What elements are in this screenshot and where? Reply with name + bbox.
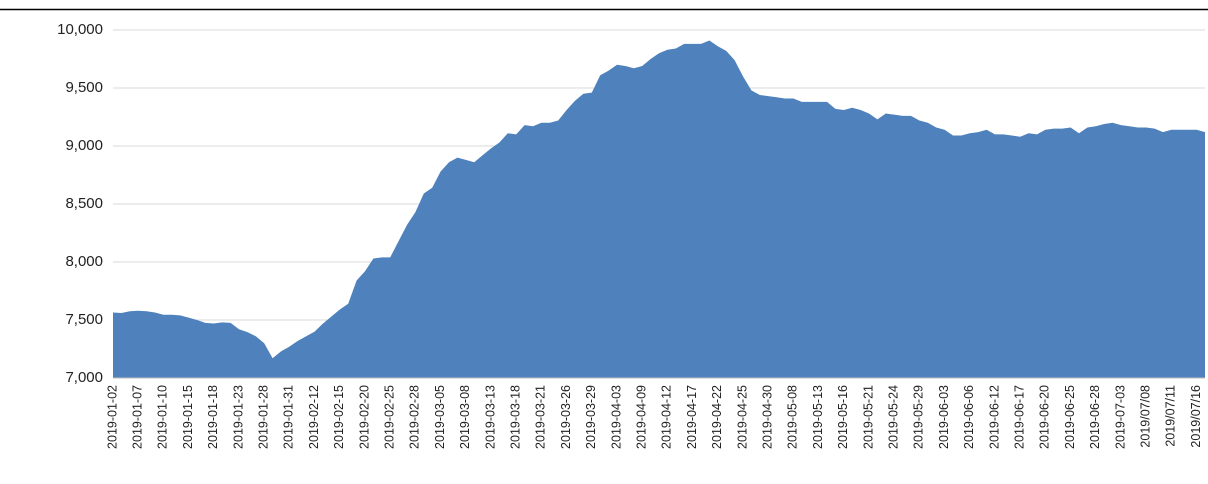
y-tick-label: 8,000 — [65, 253, 103, 270]
x-tick-label: 2019-04-03 — [609, 385, 623, 449]
x-tick-label: 2019-03-29 — [584, 385, 598, 449]
x-tick-label: 2019-06-17 — [1012, 385, 1026, 449]
x-tick-label: 2019-06-03 — [937, 385, 951, 449]
x-tick-label: 2019/07/11 — [1164, 385, 1178, 447]
x-tick-label: 2019-02-15 — [332, 385, 346, 449]
y-tick-label: 10,000 — [57, 21, 103, 38]
x-tick-label: 2019-01-02 — [105, 385, 119, 449]
x-tick-label: 2019-01-31 — [282, 385, 296, 449]
x-tick-label: 2019-04-09 — [634, 385, 648, 449]
x-tick-label: 2019-02-12 — [307, 385, 321, 449]
x-tick-label: 2019-03-05 — [433, 385, 447, 449]
x-tick-label: 2019-06-25 — [1063, 385, 1077, 449]
x-tick-label: 2019-05-13 — [811, 385, 825, 449]
x-tick-label: 2019-04-12 — [660, 385, 674, 449]
x-tick-label: 2019-05-21 — [861, 385, 875, 449]
x-tick-label: 2019/07/16 — [1189, 385, 1203, 448]
x-tick-label: 2019-04-22 — [710, 385, 724, 449]
x-tick-label: 2019-04-30 — [760, 385, 774, 449]
x-tick-label: 2019-05-29 — [912, 385, 926, 449]
x-tick-label: 2019-01-18 — [206, 385, 220, 449]
y-tick-label: 9,000 — [65, 137, 103, 154]
x-tick-label: 2019-01-07 — [130, 385, 144, 449]
y-tick-label: 7,000 — [65, 369, 103, 386]
x-tick-label: 2019-05-16 — [836, 385, 850, 449]
x-tick-label: 2019-01-23 — [231, 385, 245, 449]
x-tick-label: 2019-03-26 — [559, 385, 573, 449]
x-tick-label: 2019-03-08 — [458, 385, 472, 449]
x-tick-label: 2019-05-24 — [886, 385, 900, 449]
x-tick-label: 2019-04-17 — [685, 385, 699, 449]
x-tick-label: 2019-02-20 — [357, 385, 371, 449]
x-tick-label: 2019-07-03 — [1113, 385, 1127, 449]
x-tick-label: 2019-01-10 — [156, 385, 170, 449]
x-tick-label: 2019-02-28 — [408, 385, 422, 449]
x-tick-label: 2019-03-18 — [508, 385, 522, 449]
x-tick-label: 2019-01-15 — [181, 385, 195, 449]
x-tick-label: 2019-02-25 — [382, 385, 396, 449]
x-tick-label: 2019-06-12 — [987, 385, 1001, 449]
x-tick-label: 2019/07/08 — [1138, 385, 1152, 448]
x-tick-label: 2019-03-21 — [534, 385, 548, 449]
y-tick-label: 9,500 — [65, 79, 103, 96]
y-tick-label: 7,500 — [65, 311, 103, 328]
x-tick-label: 2019-06-28 — [1088, 385, 1102, 449]
x-tick-label: 2019-04-25 — [735, 385, 749, 449]
x-tick-label: 2019-06-20 — [1038, 385, 1052, 449]
x-tick-label: 2019-06-06 — [962, 385, 976, 449]
x-tick-label: 2019-05-08 — [786, 385, 800, 449]
x-tick-label: 2019-03-13 — [483, 385, 497, 449]
y-tick-label: 8,500 — [65, 195, 103, 212]
area — [113, 40, 1205, 378]
x-tick-label: 2019-01-28 — [256, 385, 270, 449]
